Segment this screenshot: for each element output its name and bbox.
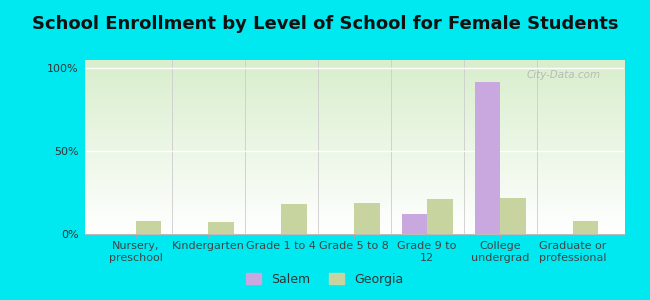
Bar bbox=[402, 214, 427, 234]
Bar bbox=[354, 202, 380, 234]
Legend: Salem, Georgia: Salem, Georgia bbox=[241, 268, 409, 291]
Bar bbox=[500, 197, 526, 234]
Bar bbox=[136, 221, 161, 234]
Bar bbox=[427, 199, 452, 234]
Bar bbox=[209, 222, 234, 234]
Text: School Enrollment by Level of School for Female Students: School Enrollment by Level of School for… bbox=[32, 15, 618, 33]
Bar bbox=[474, 82, 500, 234]
Bar bbox=[573, 221, 599, 234]
Text: City-Data.com: City-Data.com bbox=[527, 70, 601, 80]
Bar bbox=[281, 204, 307, 234]
